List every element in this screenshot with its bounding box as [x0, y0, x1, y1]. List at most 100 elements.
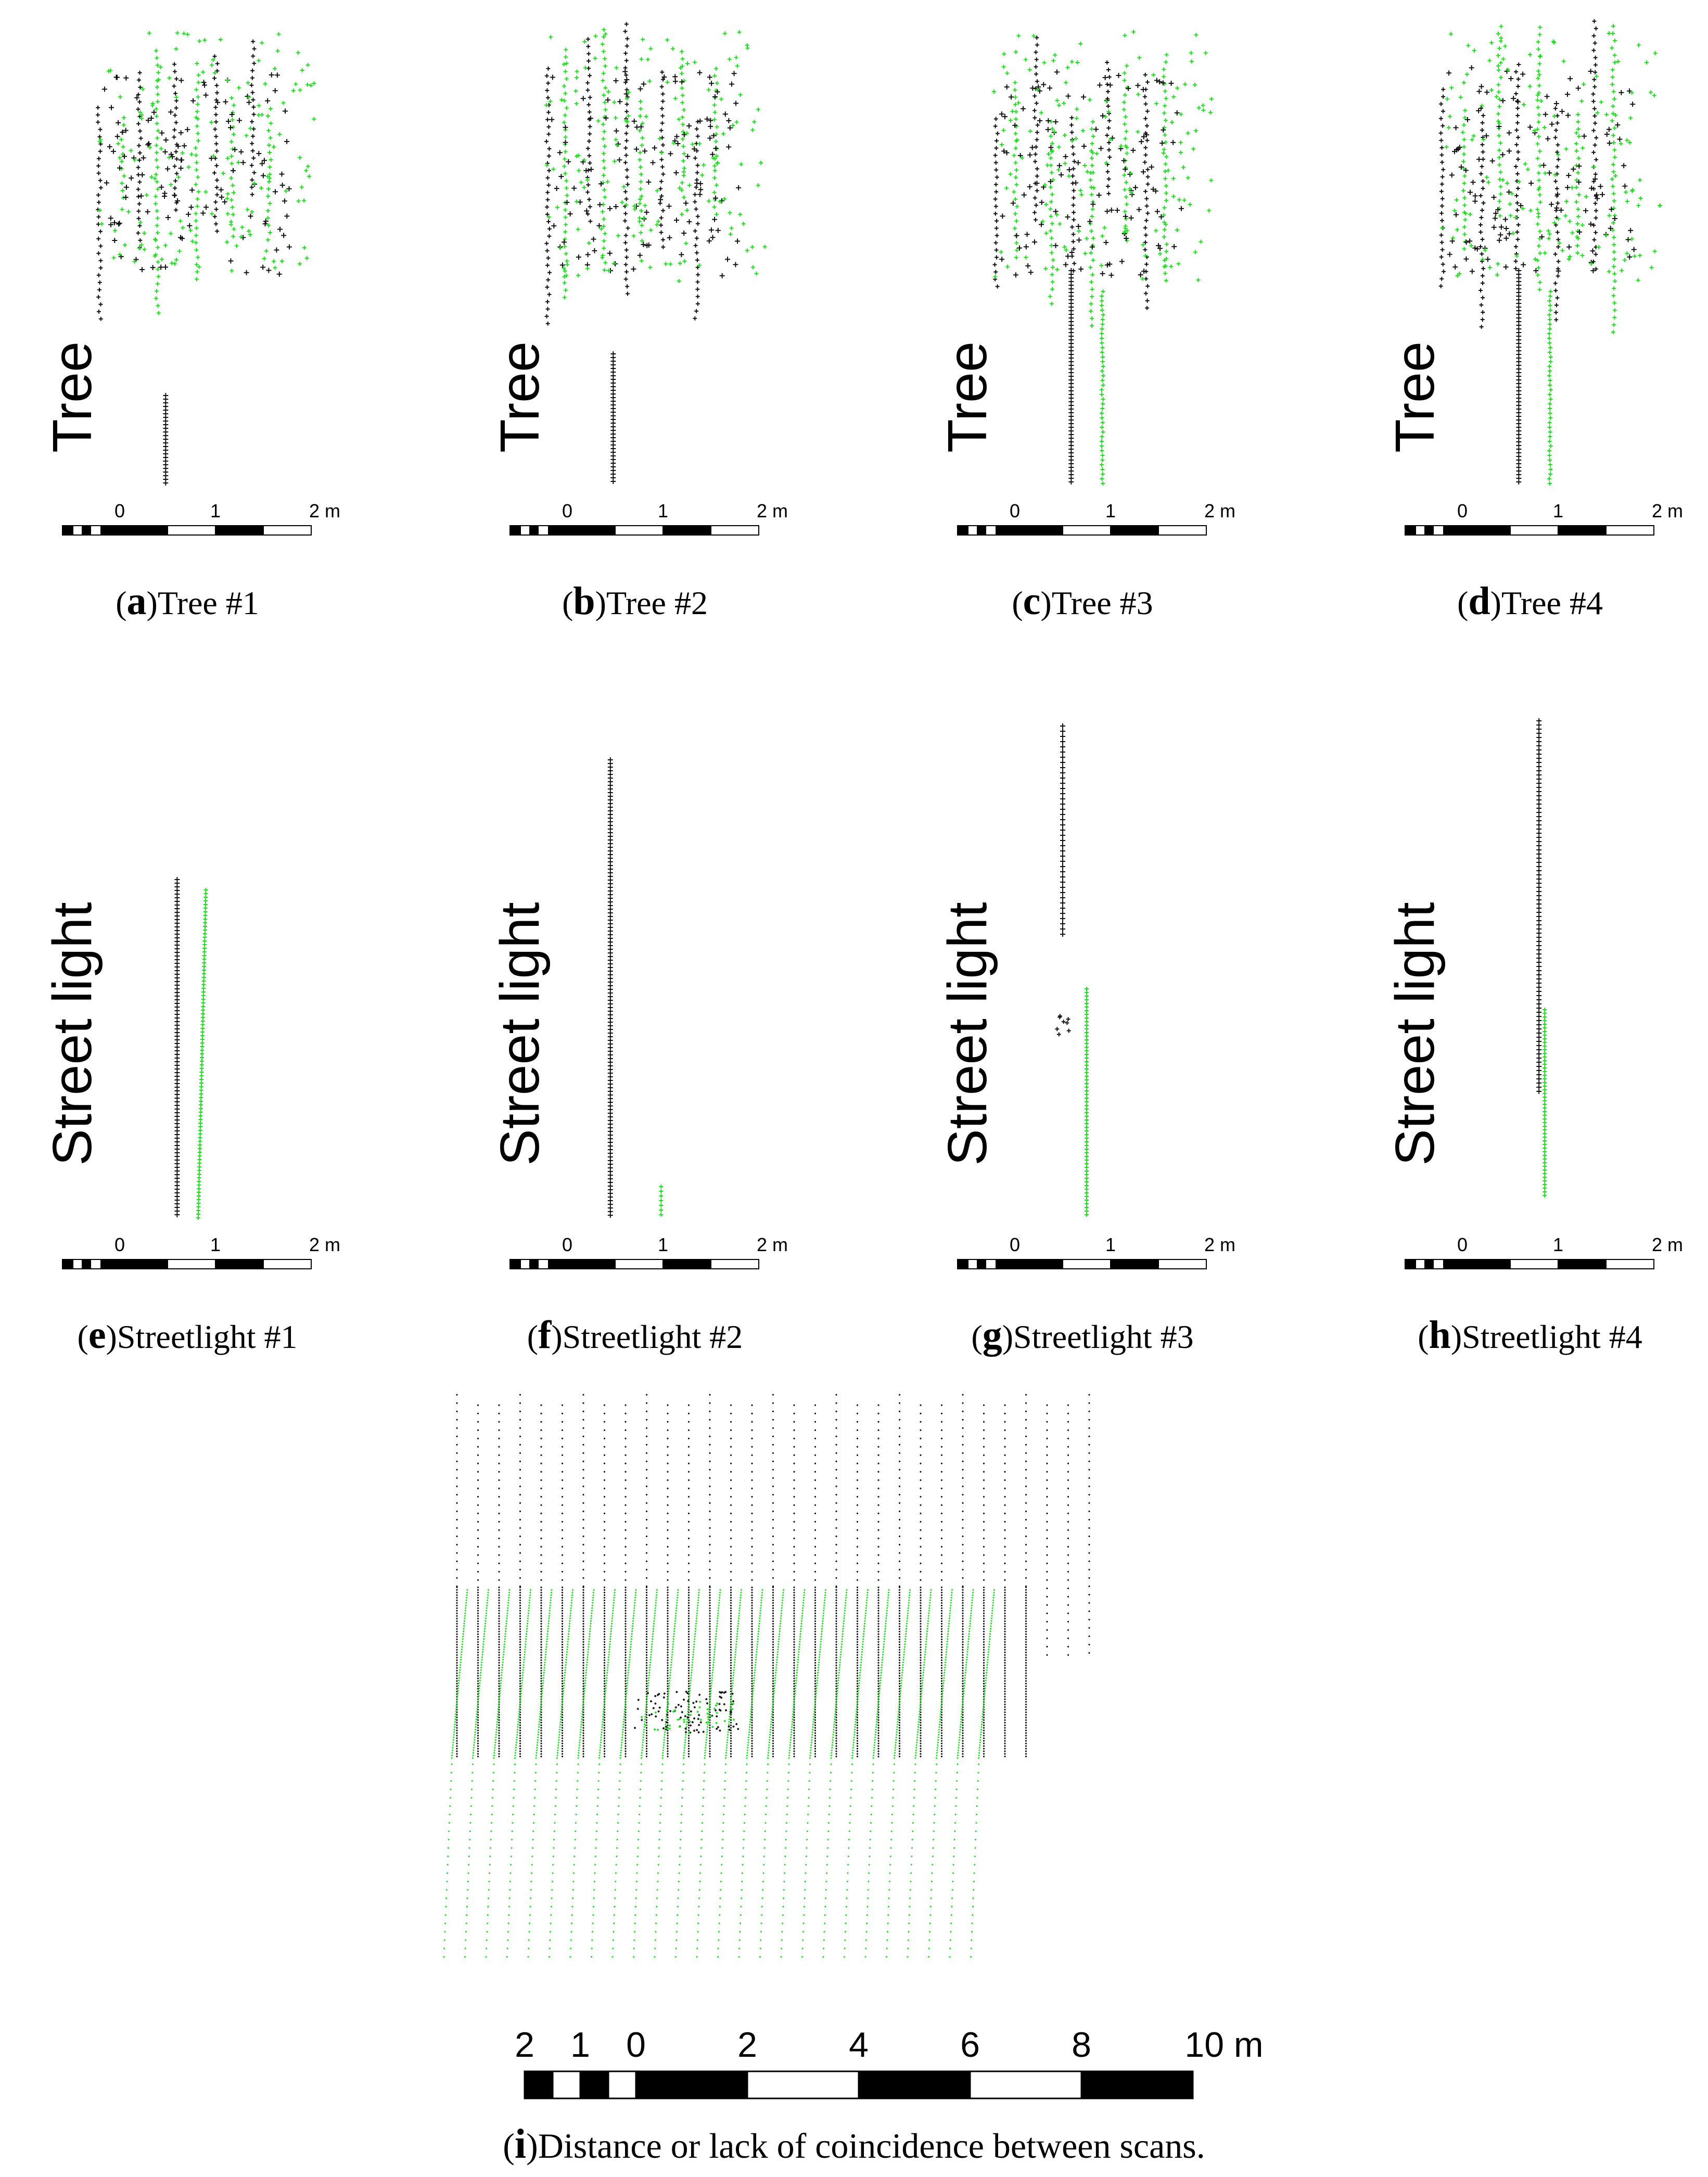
- scan-line-pair: [696, 1394, 721, 1958]
- scale-bar-segment: [167, 1259, 216, 1269]
- scan-a-sparse: [1067, 1404, 1069, 1656]
- caption: (g)Streetlight #3: [971, 1313, 1193, 1357]
- scan-b-lower: [970, 1763, 979, 1958]
- scan-b-upper: [683, 1589, 700, 1759]
- scan-b-lower: [949, 1763, 959, 1958]
- caption: (e)Streetlight #1: [78, 1313, 298, 1357]
- canopy-column: [96, 105, 103, 321]
- scan-line-pair: [675, 1404, 700, 1958]
- scan-a-sparse: [793, 1404, 795, 1581]
- scale-bar-segment: [615, 1259, 664, 1269]
- scan-a-dense: [624, 1586, 627, 1758]
- scan-a-sparse: [751, 1404, 753, 1581]
- canopy-column: [1574, 112, 1582, 255]
- scan-a-sparse: [899, 1394, 900, 1587]
- scan-a-dense: [519, 1586, 521, 1758]
- scan-b-lower: [611, 1763, 621, 1958]
- scale-bar: 0 1 2 m: [509, 500, 788, 536]
- scan-a-dense: [562, 1586, 563, 1758]
- scale-tick-label: 1: [1553, 500, 1563, 521]
- scale-tick-label: 0: [562, 1234, 572, 1255]
- scale-tick-label: 2 m: [757, 500, 788, 521]
- scan-a-sparse: [772, 1394, 774, 1587]
- caption-title: Tree #3: [1052, 584, 1153, 621]
- large-scale-segment: [524, 2070, 554, 2099]
- caption-title: Tree #1: [158, 584, 259, 621]
- scan-b-upper: [619, 1589, 637, 1759]
- caption-i-letter: i: [515, 2121, 526, 2167]
- scale-tick-label: 1: [658, 1234, 668, 1255]
- large-scale-tick: 0: [626, 2025, 646, 2065]
- scan-b-lower: [506, 1763, 516, 1958]
- scan-line-pair: [1088, 1394, 1090, 1654]
- object-label: Tree: [42, 341, 103, 453]
- scale-bar-segment: [1062, 525, 1111, 536]
- scan-a-dense: [1025, 1586, 1027, 1758]
- scan-a-dense: [857, 1586, 858, 1758]
- caption-letter: g: [983, 1313, 1002, 1357]
- scale-bar-segment: [548, 1259, 568, 1269]
- scale-tick-label: 0: [1457, 1234, 1468, 1255]
- panel-e: Street light 0 1 2 m (e)Streetlight #1: [42, 877, 340, 1357]
- caption-title: Streetlight #2: [563, 1318, 743, 1355]
- scan-b-lower: [738, 1763, 748, 1958]
- scale-bar-segment: [167, 525, 216, 536]
- panel-g: Street light 0 1 2 m (g)Streetlight #3: [937, 723, 1235, 1357]
- canopy-scan-a: [549, 69, 742, 278]
- scan-line-pair: [569, 1394, 595, 1958]
- scan-line-pair: [1067, 1404, 1069, 1656]
- caption-title: Tree #4: [1501, 584, 1603, 621]
- scan-b-lower: [886, 1763, 895, 1958]
- scale-bar-segment: [977, 1259, 986, 1269]
- scale-bar-segment: [90, 525, 101, 536]
- scan-b-lower: [527, 1763, 537, 1958]
- scan-a-sparse: [604, 1404, 605, 1581]
- scan-line-pair: [928, 1404, 953, 1958]
- scan-a-sparse: [709, 1394, 711, 1587]
- large-scale-segment: [1080, 2070, 1194, 2099]
- scale-bar-segment: [1014, 525, 1063, 536]
- scan-b-lower: [717, 1763, 726, 1958]
- scan-a-dense: [1004, 1586, 1006, 1758]
- trunk-scan-a: [163, 393, 169, 486]
- point-cloud: [992, 30, 1214, 486]
- point-cloud: [1536, 718, 1547, 1198]
- scale-tick-label: 0: [114, 1234, 125, 1255]
- caption: (c)Tree #3: [1012, 579, 1153, 623]
- scan-b-lower: [780, 1763, 790, 1958]
- panel-c: Tree 0 1 2 m (c)Tree #3: [937, 30, 1235, 623]
- scan-a-dense: [667, 1586, 669, 1758]
- scan-line-pair: [443, 1394, 468, 1958]
- scale-bar-segment: [548, 525, 568, 536]
- caption: (a)Tree #1: [116, 579, 259, 623]
- pole-scan-b: [196, 888, 208, 1220]
- scan-a-dense: [983, 1586, 985, 1758]
- scan-a-cluster: [634, 1690, 740, 1734]
- canopy-column: [265, 107, 273, 243]
- scale-bar-segment: [529, 525, 539, 536]
- scan-b-upper: [725, 1589, 742, 1759]
- scan-b-upper: [978, 1589, 995, 1759]
- scale-bar-segment: [1424, 525, 1434, 536]
- scan-line-pair: [633, 1394, 658, 1958]
- scale-bar-segment: [520, 525, 530, 536]
- scale-bar-segment: [710, 525, 759, 536]
- scan-b-upper: [641, 1589, 658, 1759]
- canopy-column: [154, 48, 161, 315]
- scale-bar-segment: [1110, 1259, 1159, 1269]
- caption-title: Tree #2: [606, 584, 708, 621]
- large-scale-segment: [607, 2070, 637, 2099]
- pole-scan-a: [174, 877, 180, 1217]
- scale-bar-segment: [615, 525, 664, 536]
- panel-f: Street light 0 1 2 m (f)Streetlight #2: [489, 757, 788, 1357]
- scale-bar: 0 1 2 m: [509, 1234, 788, 1269]
- scale-tick-label: 1: [1105, 1234, 1116, 1255]
- scan-a-sparse: [1046, 1404, 1048, 1656]
- scan-b-upper: [577, 1589, 595, 1759]
- canopy-column: [1438, 87, 1446, 288]
- scan-b-lower: [654, 1763, 664, 1958]
- scan-b-lower: [549, 1763, 558, 1958]
- large-scale-segment: [579, 2070, 609, 2099]
- scale-tick-label: 2 m: [1652, 1234, 1683, 1255]
